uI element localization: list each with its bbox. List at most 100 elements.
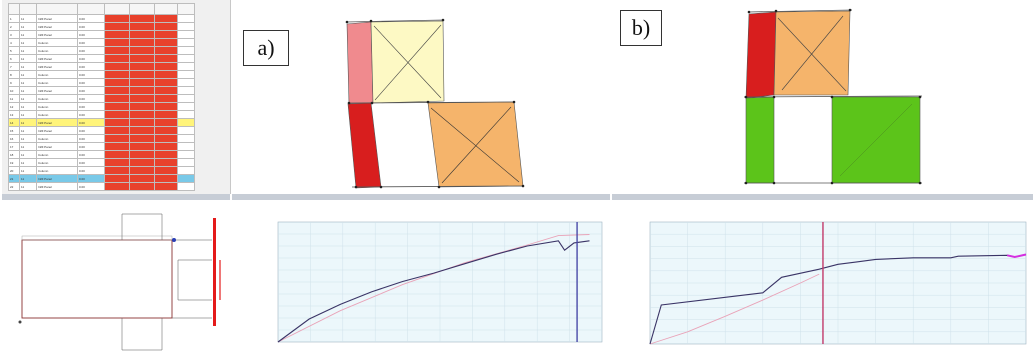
table-cell <box>154 126 178 135</box>
table-row[interactable]: 17 11 Infill Panel 0.00 <box>8 142 195 151</box>
table-row[interactable]: 21 11 Infill Panel 0.00 <box>8 174 195 183</box>
table-cell <box>177 30 195 39</box>
element-results-table[interactable]: 1 11 Infill Panel 0.00 2 11 Infill Panel 0.00 3 1… <box>8 3 195 191</box>
table-cell-v: 0.00 <box>77 102 105 111</box>
table-cell-t: 11 <box>19 46 37 55</box>
series-line-0 <box>277 240 590 343</box>
table-cell <box>129 174 155 183</box>
table-cell <box>177 14 195 23</box>
table-cell-type: Infill Panel <box>36 14 78 23</box>
table-cell-v: 0.00 <box>77 78 105 87</box>
table-cell <box>129 110 155 119</box>
table-cell <box>177 134 195 143</box>
table-cell-t: 11 <box>19 54 37 63</box>
table-cell <box>177 94 195 103</box>
table-cell-n: 15 <box>8 126 20 135</box>
table-cell <box>104 54 130 63</box>
table-row[interactable]: 2 11 Infill Panel 0.00 <box>8 22 195 31</box>
table-row[interactable]: 5 11 Column 0.00 <box>8 46 195 55</box>
table-row[interactable]: 16 11 Column 0.00 <box>8 134 195 143</box>
table-cell-n: 19 <box>8 158 20 167</box>
table-cell <box>154 54 178 63</box>
table-cell <box>177 22 195 31</box>
table-cell <box>104 30 130 39</box>
table-cell-type: Infill Panel <box>36 30 78 39</box>
table-row[interactable]: 7 11 Infill Panel 0.00 <box>8 62 195 71</box>
table-row[interactable]: 20 11 Column 0.00 <box>8 166 195 175</box>
cross-section-view[interactable] <box>2 200 230 358</box>
table-cell <box>177 166 195 175</box>
table-row[interactable]: 19 11 Column 0.00 <box>8 158 195 167</box>
table-cell <box>129 166 155 175</box>
table-cell <box>129 30 155 39</box>
table-cell <box>177 158 195 167</box>
table-cell <box>154 86 178 95</box>
table-cell <box>129 142 155 151</box>
table-row[interactable]: 14 11 Infill Panel 0.00 <box>8 118 195 127</box>
table-cell-n: 1 <box>8 14 20 23</box>
pushover-chart-b-panel[interactable] <box>612 200 1033 358</box>
table-cell <box>104 118 130 127</box>
structure-view-a[interactable]: a) <box>232 0 610 192</box>
figure-label-b: b) <box>620 10 662 46</box>
table-cell-n: 14 <box>8 118 20 127</box>
column-lower-b <box>745 96 775 184</box>
panel-splitter-bottom-left[interactable] <box>2 194 230 200</box>
table-row[interactable]: 8 11 Column 0.00 <box>8 70 195 79</box>
table-cell <box>129 134 155 143</box>
table-cell <box>177 110 195 119</box>
table-cell <box>154 142 178 151</box>
table-cell-t: 11 <box>19 150 37 159</box>
table-cell <box>104 150 130 159</box>
table-cell <box>154 102 178 111</box>
pushover-chart-a-panel[interactable] <box>232 200 610 358</box>
table-cell <box>177 174 195 183</box>
table-cell <box>177 54 195 63</box>
table-row[interactable]: 4 11 Column 0.00 <box>8 38 195 47</box>
table-cell-n: 10 <box>8 86 20 95</box>
series-line-0 <box>649 253 1027 345</box>
table-cell-n: 11 <box>8 94 20 103</box>
table-cell-type: Infill Panel <box>36 182 78 191</box>
series-highlight <box>1006 253 1027 259</box>
table-cell-t: 11 <box>19 166 37 175</box>
table-cell <box>177 70 195 79</box>
table-row[interactable]: 6 11 Infill Panel 0.00 <box>8 54 195 63</box>
table-cell-type: Column <box>36 158 78 167</box>
table-cell <box>129 86 155 95</box>
table-cell <box>177 150 195 159</box>
table-row[interactable]: 12 11 Column 0.00 <box>8 102 195 111</box>
table-cell-n: 7 <box>8 62 20 71</box>
column-upper-a <box>346 21 374 105</box>
table-row[interactable]: 11 11 Column 0.00 <box>8 94 195 103</box>
table-row[interactable]: 13 11 Column 0.00 <box>8 110 195 119</box>
table-cell-n: 21 <box>8 174 20 183</box>
table-row[interactable]: 18 11 Column 0.00 <box>8 150 195 159</box>
table-row[interactable]: 3 11 Infill Panel 0.00 <box>8 30 195 39</box>
table-row[interactable]: 15 11 Infill Panel 0.00 <box>8 126 195 135</box>
table-cell-n: 18 <box>8 150 20 159</box>
table-cell <box>154 174 178 183</box>
table-cell-type: Infill Panel <box>36 118 78 127</box>
panel-splitter-bottom-right[interactable] <box>612 194 1033 200</box>
table-cell-v: 0.00 <box>77 46 105 55</box>
structure-view-b[interactable]: b) <box>610 0 1033 192</box>
table-cell-t: 11 <box>19 14 37 23</box>
table-cell <box>104 110 130 119</box>
column-upper-b <box>745 11 777 99</box>
table-row[interactable]: 10 11 Infill Panel 0.00 <box>8 86 195 95</box>
table-cell-n: 12 <box>8 102 20 111</box>
table-row[interactable]: 9 11 Column 0.00 <box>8 78 195 87</box>
panel-splitter-bottom-middle[interactable] <box>232 194 610 200</box>
table-cell-t: 11 <box>19 142 37 151</box>
table-cell <box>154 182 178 191</box>
table-cell <box>154 134 178 143</box>
table-cell-t: 11 <box>19 22 37 31</box>
table-row[interactable]: 1 11 Infill Panel 0.00 <box>8 14 195 23</box>
table-cell <box>129 94 155 103</box>
table-cell-type: Column <box>36 94 78 103</box>
table-cell <box>129 38 155 47</box>
table-cell <box>104 134 130 143</box>
table-cell <box>129 46 155 55</box>
table-row[interactable]: 22 11 Infill Panel 0.00 <box>8 182 195 191</box>
